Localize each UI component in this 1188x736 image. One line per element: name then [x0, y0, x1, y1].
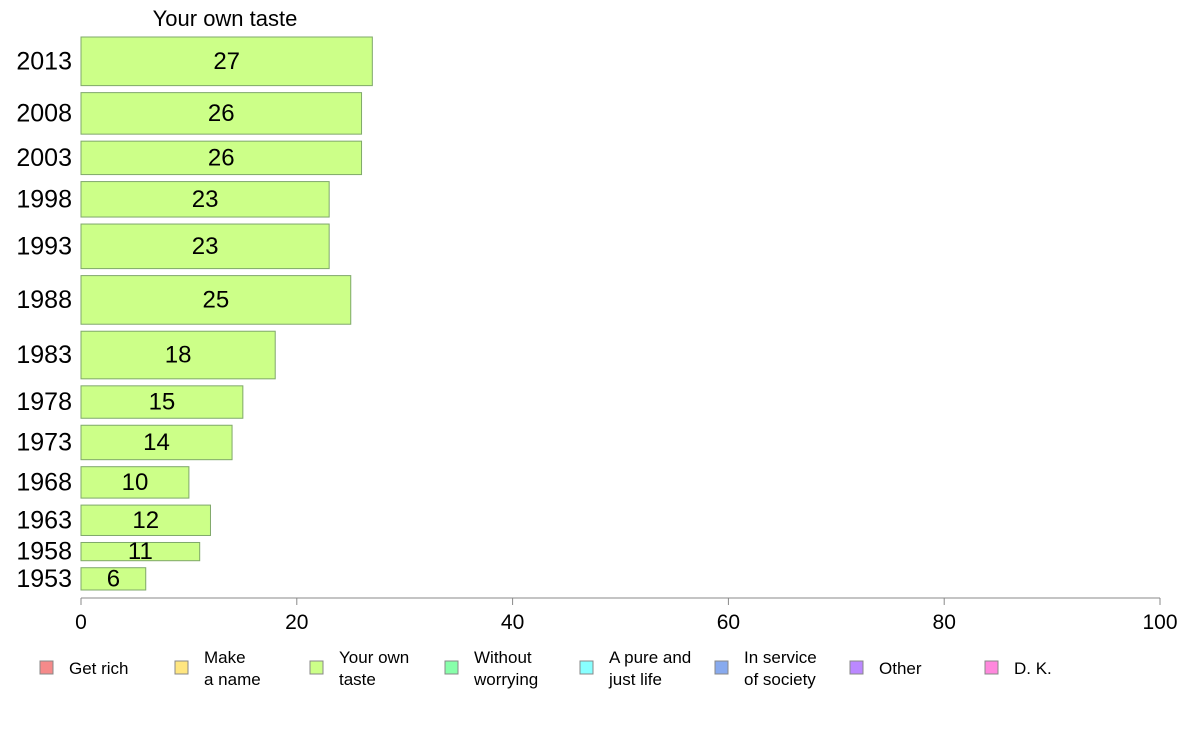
bar-2013	[80, 36, 373, 87]
bar-value-label: 11	[128, 538, 153, 565]
y-tick-label: 1988	[16, 286, 72, 314]
bar-1953	[80, 567, 147, 591]
chart-title: Your own taste	[153, 6, 298, 31]
bar-1998	[80, 181, 330, 218]
x-tick-label: 40	[501, 611, 524, 634]
bar-2003	[80, 140, 363, 176]
bar-1958	[80, 541, 201, 562]
legend-swatch	[984, 660, 999, 675]
bar-2008	[80, 92, 363, 135]
bar-value-label: 23	[192, 186, 219, 213]
legend-swatch	[579, 660, 594, 675]
bar-value-label: 12	[132, 507, 159, 534]
legend-swatch	[849, 660, 864, 675]
y-tick-label: 1983	[16, 341, 72, 369]
x-tick-label: 60	[717, 611, 740, 634]
y-axis: 2013 2008 2003 1998 1993 1988 1983 1978 1973 1968…	[16, 47, 72, 593]
legend-swatch	[714, 660, 729, 675]
bar-value-label: 26	[208, 144, 235, 171]
bar-1968	[80, 466, 190, 499]
y-tick-label: 1973	[16, 428, 72, 456]
legend-label: Your own taste	[339, 648, 409, 689]
legend-swatch	[174, 660, 189, 675]
bars: 27 26 26 23 23 25 18 15 14 10 12 11 6	[80, 36, 373, 592]
x-tick-label: 80	[933, 611, 956, 634]
bar-value-label: 15	[149, 389, 176, 416]
bar-1978	[80, 385, 244, 419]
x-axis: 0 20 40 60 80 100	[75, 597, 1178, 634]
y-tick-label: 1968	[16, 468, 72, 496]
x-tick-label: 20	[285, 611, 308, 634]
legend-label: Other	[879, 659, 922, 678]
bar-value-label: 25	[203, 286, 230, 313]
y-tick-label: 2008	[16, 99, 72, 127]
bar-1993	[80, 223, 330, 270]
legend-swatch	[39, 660, 54, 675]
x-tick-label: 0	[75, 611, 87, 634]
legend-swatch	[444, 660, 459, 675]
bar-value-label: 14	[143, 429, 170, 456]
legend-label: D. K.	[1014, 659, 1052, 678]
legend-label: In service of society	[744, 648, 817, 689]
bar-value-label: 26	[208, 100, 235, 127]
bar-1963	[80, 504, 211, 536]
legend-label: Get rich	[69, 659, 129, 678]
bar-1973	[80, 424, 233, 461]
x-tick-label: 100	[1142, 611, 1177, 634]
legend-label: A pure and just life	[608, 648, 691, 689]
bar-value-label: 10	[122, 469, 149, 496]
y-tick-label: 1993	[16, 232, 72, 260]
y-tick-label: 1978	[16, 388, 72, 416]
bar-value-label: 6	[107, 565, 120, 592]
y-tick-label: 1953	[16, 565, 72, 593]
bar-value-label: 23	[192, 233, 219, 260]
legend-swatch	[309, 660, 324, 675]
legend: Get rich Make a name Your own taste Without wo…	[39, 648, 1052, 689]
bar-value-label: 18	[165, 342, 192, 369]
y-tick-label: 1998	[16, 185, 72, 213]
legend-label: Make a name	[204, 648, 261, 689]
bar-1988	[80, 275, 352, 325]
y-tick-label: 2003	[16, 144, 72, 172]
y-tick-label: 1958	[16, 538, 72, 566]
legend-label: Without worrying	[473, 648, 538, 689]
bar-1983	[80, 330, 276, 380]
y-tick-label: 1963	[16, 506, 72, 534]
y-tick-label: 2013	[16, 47, 72, 75]
bar-value-label: 27	[213, 48, 240, 75]
